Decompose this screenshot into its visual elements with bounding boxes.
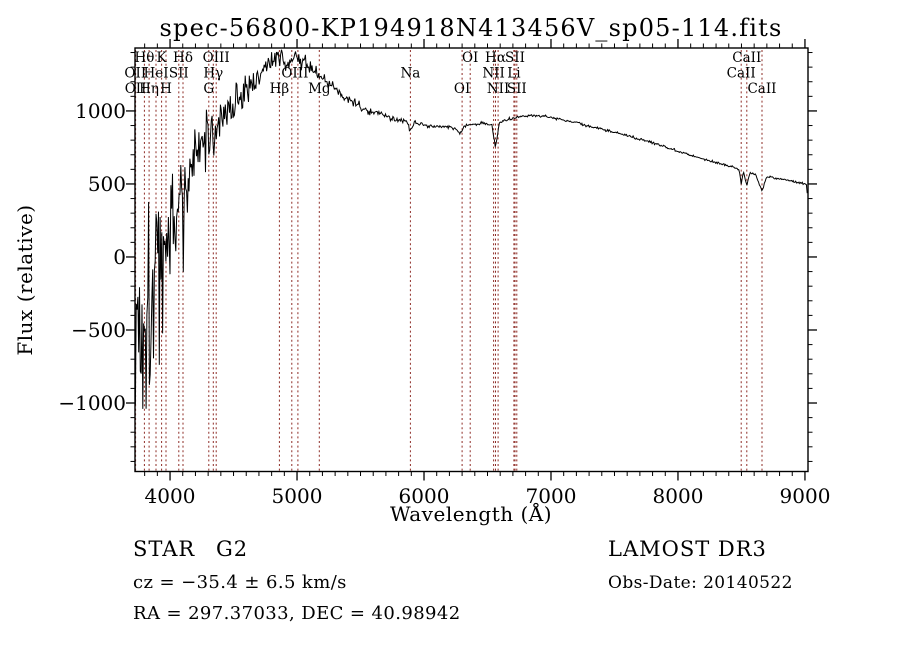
spectrum-curve-layer [135, 49, 808, 409]
y-tick-label: 1000 [75, 99, 126, 123]
plot-title: spec-56800-KP194918N413456V_sp05-114.fit… [159, 14, 782, 42]
cz-value-label: cz = −35.4 ± 6.5 km/s [133, 572, 347, 593]
marker-label: OI [462, 50, 478, 66]
marker-label: CaII [747, 81, 776, 97]
marker-label: HeI [143, 66, 168, 82]
y-tick-label: −1000 [58, 391, 126, 415]
marker-label: Mg [308, 81, 331, 97]
object-subclass-label: G2 [216, 537, 248, 561]
spectrum-curve [135, 49, 808, 409]
marker-label: OII [125, 81, 147, 97]
x-tick-label: 5000 [272, 484, 323, 508]
axis-tick-labels: 4000 5000 6000 7000 8000 9000 −1000 −500 0 500 100… [58, 99, 830, 508]
marker-label: H [160, 81, 172, 97]
marker-label: OIII [203, 50, 230, 66]
x-tick-label: 4000 [145, 484, 196, 508]
marker-label: Hη [139, 81, 159, 97]
marker-label: NII [482, 66, 504, 82]
spectral-line-markers [134, 50, 763, 472]
marker-label: Li [507, 66, 521, 82]
x-tick-label: 8000 [653, 484, 704, 508]
plot-frame [134, 47, 809, 473]
x-tick-label: 6000 [399, 484, 450, 508]
marker-label: Hβ [270, 81, 290, 97]
survey-release-label: LAMOST DR3 [608, 537, 767, 561]
x-tick-label: 9000 [780, 484, 831, 508]
y-axis-label: Flux (relative) [13, 204, 37, 355]
object-class-label: STAR [133, 537, 195, 561]
marker-label: OI [454, 81, 470, 97]
marker-label: NII [487, 81, 509, 97]
marker-label: G [203, 81, 214, 97]
marker-label: CaII [732, 50, 761, 66]
marker-label: Na [400, 66, 420, 82]
marker-label: OII [124, 66, 146, 82]
ra-dec-label: RA = 297.37033, DEC = 40.98942 [133, 603, 461, 624]
marker-label: Hθ [134, 50, 154, 66]
marker-label: Hδ [173, 50, 193, 66]
x-tick-label: 7000 [526, 484, 577, 508]
marker-label: SII [505, 50, 525, 66]
y-tick-label: 500 [88, 172, 126, 196]
marker-label: CaII [727, 66, 756, 82]
marker-label: Hα [485, 50, 506, 66]
marker-label: SII [169, 66, 189, 82]
marker-label: OIII [281, 66, 308, 82]
marker-label: SII [507, 81, 527, 97]
y-tick-label: −500 [71, 318, 126, 342]
marker-label: K [157, 50, 168, 66]
axis-ticks [126, 39, 817, 481]
y-tick-label: 0 [113, 245, 126, 269]
marker-label: Hγ [203, 66, 223, 82]
obs-date-label: Obs-Date: 20140522 [608, 573, 793, 593]
x-axis-label: Wavelength (Å) [390, 501, 552, 526]
